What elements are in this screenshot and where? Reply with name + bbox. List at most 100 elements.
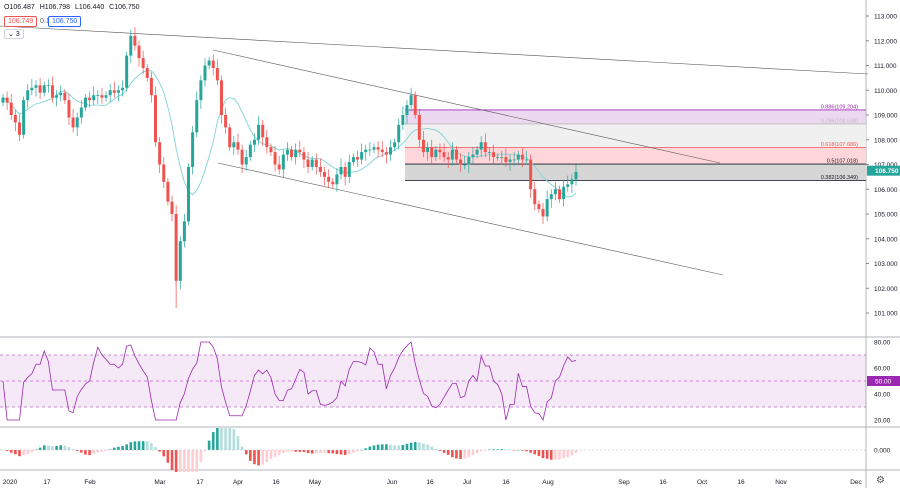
gear-icon[interactable]: ⚙	[876, 475, 885, 486]
macd-bar	[372, 445, 376, 450]
macd-bar	[121, 446, 124, 450]
price-tick-label: 107.000	[874, 162, 898, 169]
candle-body	[63, 92, 67, 101]
macd-bar	[240, 446, 244, 450]
macd-bar	[331, 450, 335, 454]
candle-body	[331, 181, 335, 185]
macd-bar	[339, 450, 343, 455]
macd-bar	[145, 441, 149, 450]
candle-body	[9, 102, 13, 115]
candle-body	[1, 97, 5, 103]
channel-lower	[217, 162, 724, 276]
fib-zone	[405, 109, 866, 124]
candle-body	[508, 159, 512, 163]
candle-body	[224, 115, 228, 128]
candle-body	[50, 85, 54, 98]
candle-body	[417, 115, 421, 140]
candle-body	[215, 67, 219, 81]
time-tick-label: Mar	[154, 479, 166, 486]
fibonacci-retracement[interactable]: 0.886(109.204) 0.786(108.638) 0.618(107.68…	[405, 104, 866, 181]
open-value: O106.487	[4, 4, 35, 11]
price-tick-label: 111.000	[874, 63, 897, 70]
candle-body	[558, 189, 562, 200]
macd-bar	[55, 446, 58, 450]
macd-bar	[566, 450, 570, 458]
macd-bar	[451, 450, 454, 458]
macd-bar	[80, 450, 83, 453]
buy-price-button[interactable]: 106.750	[48, 16, 82, 27]
macd-bar	[298, 450, 302, 452]
candle-body	[347, 162, 351, 177]
macd-bar	[352, 450, 355, 453]
macd-bar	[47, 445, 50, 450]
time-tick-label: May	[309, 479, 322, 486]
candle-body	[566, 184, 570, 187]
macd-bar	[195, 450, 199, 472]
macd-bar	[302, 450, 306, 452]
candle-body	[545, 199, 549, 217]
candle-body	[108, 90, 112, 96]
macd-bar	[277, 450, 281, 455]
macd-bar	[500, 449, 504, 450]
candle-body	[83, 97, 87, 108]
candle-body	[516, 154, 520, 160]
candle-body	[314, 159, 318, 167]
macd-bar	[75, 450, 79, 452]
candle-body	[364, 149, 368, 153]
candle-body	[46, 85, 50, 87]
candle-body	[525, 159, 529, 161]
macd-bar	[30, 450, 34, 453]
macd-bar	[249, 450, 252, 461]
candle-body	[34, 85, 38, 88]
time-tick-label: Sep	[618, 479, 630, 486]
rsi-line	[2, 341, 577, 422]
macd-bar	[533, 450, 537, 455]
candle-body	[368, 149, 372, 151]
candle-body	[421, 139, 425, 153]
macd-bar	[343, 450, 347, 456]
candle-body	[170, 201, 174, 214]
fib-level-label: 0.618(107.686)	[821, 142, 858, 148]
candle-body	[17, 122, 21, 135]
indicators-toggle[interactable]: ⌄ 3	[4, 29, 24, 39]
macd-bar	[508, 449, 512, 451]
macd-bar	[562, 450, 565, 459]
macd-bar	[537, 450, 541, 457]
macd-bar	[389, 444, 392, 450]
candle-body	[356, 157, 360, 160]
macd-bar	[306, 450, 310, 454]
candle-body	[467, 157, 471, 165]
trend-lines[interactable]	[0, 25, 869, 276]
macd-bar	[34, 449, 38, 451]
candle-body	[388, 147, 392, 155]
ohlc-legend: O106.487 H106.798 L106.440 C106.750	[4, 4, 143, 11]
macd-bar	[286, 450, 289, 452]
candle-body	[162, 164, 166, 182]
macd-bar	[26, 450, 30, 455]
macd-bar	[446, 450, 450, 455]
candle-body	[459, 159, 463, 165]
candle-body	[211, 60, 215, 68]
candle-body	[166, 181, 170, 202]
fib-zone	[405, 147, 866, 165]
candle-body	[434, 149, 438, 158]
time-tick-label: Jul	[463, 479, 472, 486]
candle-body	[207, 60, 211, 66]
candle-body	[533, 189, 537, 205]
candle-body	[492, 152, 496, 158]
macd-bar	[224, 428, 227, 450]
candle-body	[203, 65, 207, 81]
time-tick-label: 16	[502, 479, 510, 486]
macd-bar	[191, 450, 194, 472]
time-tick-label: Dec	[850, 479, 862, 486]
candle-body	[228, 127, 232, 148]
macd-bar	[273, 450, 277, 457]
candle-body	[541, 209, 545, 217]
candle-body	[129, 35, 133, 56]
sell-price-button[interactable]: 106.749	[4, 16, 38, 27]
candle-body	[360, 152, 364, 160]
time-tick-label: 16	[659, 479, 667, 486]
candle-body	[294, 149, 298, 158]
macd-bar	[9, 450, 13, 453]
